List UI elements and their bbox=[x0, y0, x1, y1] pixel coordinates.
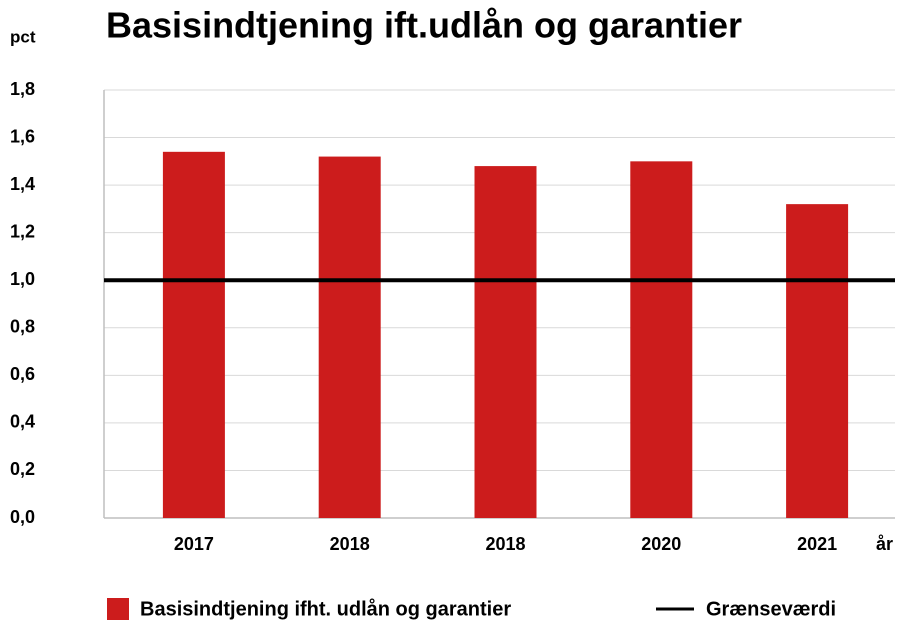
y-tick-label: 0,0 bbox=[10, 507, 35, 527]
y-tick-label: 0,4 bbox=[10, 412, 35, 432]
y-axis-label: pct bbox=[10, 27, 36, 46]
x-tick-label: 2021 bbox=[797, 534, 837, 554]
x-axis-label: år bbox=[876, 534, 893, 554]
x-tick-label: 2017 bbox=[174, 534, 214, 554]
bar bbox=[162, 151, 225, 519]
bar bbox=[786, 204, 849, 518]
y-tick-label: 0,8 bbox=[10, 317, 35, 337]
legend-swatch bbox=[107, 598, 129, 620]
y-tick-label: 1,2 bbox=[10, 221, 35, 241]
y-tick-label: 1,8 bbox=[10, 79, 35, 99]
bar bbox=[630, 161, 693, 519]
y-tick-label: 1,6 bbox=[10, 126, 35, 146]
x-tick-label: 2018 bbox=[485, 534, 525, 554]
y-tick-label: 1,0 bbox=[10, 269, 35, 289]
x-tick-label: 2020 bbox=[641, 534, 681, 554]
y-tick-label: 0,2 bbox=[10, 459, 35, 479]
y-tick-label: 1,4 bbox=[10, 174, 35, 194]
bar bbox=[474, 166, 537, 519]
legend-label: Basisindtjening ifht. udlån og garantier bbox=[140, 597, 511, 620]
bar bbox=[318, 156, 381, 519]
y-tick-label: 0,6 bbox=[10, 364, 35, 384]
x-tick-label: 2018 bbox=[330, 534, 370, 554]
legend-label: Grænseværdi bbox=[706, 598, 836, 620]
chart-title: Basisindtjening ift.udlån og garantier bbox=[106, 5, 742, 46]
